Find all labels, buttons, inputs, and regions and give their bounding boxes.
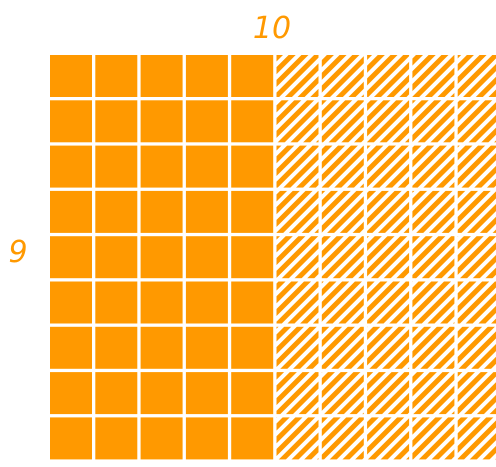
solid-cell — [50, 236, 92, 279]
hatched-cell — [412, 326, 455, 369]
solid-cell — [95, 372, 138, 415]
hatched-cell — [367, 326, 410, 369]
solid-cell — [185, 236, 228, 279]
hatched-cell — [321, 326, 364, 369]
solid-cell — [185, 55, 228, 97]
hatched-cell — [412, 236, 455, 279]
hatched-cell — [321, 190, 364, 233]
solid-cell — [185, 372, 228, 415]
hatched-cell — [276, 145, 319, 188]
hatched-cell — [412, 55, 455, 97]
solid-cell — [50, 326, 92, 369]
hatched-cell — [457, 190, 496, 233]
solid-cell — [140, 145, 183, 188]
solid-cell — [95, 236, 138, 279]
solid-cell — [140, 100, 183, 143]
solid-cell — [95, 326, 138, 369]
solid-cell — [185, 190, 228, 233]
column-count-label: 10 — [253, 11, 291, 46]
solid-cell — [231, 281, 274, 324]
hatched-cell — [457, 55, 496, 97]
hatched-cell — [321, 372, 364, 415]
solid-cell — [140, 372, 183, 415]
solid-cell — [231, 326, 274, 369]
solid-cell — [231, 372, 274, 415]
hatched-cell — [457, 145, 496, 188]
hatched-cell — [321, 100, 364, 143]
solid-cell — [95, 190, 138, 233]
solid-cell — [185, 281, 228, 324]
hatched-cell — [276, 372, 319, 415]
solid-cell — [231, 145, 274, 188]
hatched-cell — [367, 236, 410, 279]
solid-cell — [95, 417, 138, 460]
hatched-cell — [321, 55, 364, 97]
solid-cell — [95, 281, 138, 324]
solid-cell — [185, 145, 228, 188]
solid-cell — [140, 190, 183, 233]
hatched-cell — [321, 236, 364, 279]
solid-cell — [231, 100, 274, 143]
solid-cell — [140, 55, 183, 97]
hatched-cell — [367, 417, 410, 460]
hatched-cell — [412, 417, 455, 460]
solid-cell — [231, 55, 274, 97]
solid-cell — [50, 145, 92, 188]
hatched-cell — [367, 55, 410, 97]
hatched-cell — [276, 236, 319, 279]
hatched-cell — [276, 190, 319, 233]
hatched-cell — [367, 190, 410, 233]
hatched-cell — [276, 55, 319, 97]
hatched-cell — [457, 100, 496, 143]
solid-cell — [140, 281, 183, 324]
solid-cell — [95, 100, 138, 143]
solid-cell — [95, 55, 138, 97]
solid-cell — [185, 417, 228, 460]
solid-cell — [50, 281, 92, 324]
hatched-cell — [276, 417, 319, 460]
hatched-cell — [276, 100, 319, 143]
solid-cell — [140, 326, 183, 369]
hatched-cell — [367, 281, 410, 324]
grid-cells — [50, 55, 496, 460]
solid-cell — [231, 236, 274, 279]
solid-cell — [50, 55, 92, 97]
hatched-cell — [276, 326, 319, 369]
hatched-cell — [412, 372, 455, 415]
solid-cell — [185, 326, 228, 369]
solid-cell — [231, 417, 274, 460]
solid-cell — [50, 190, 92, 233]
hatched-cell — [412, 100, 455, 143]
solid-cell — [140, 417, 183, 460]
hatched-cell — [457, 326, 496, 369]
hatched-cell — [412, 145, 455, 188]
solid-cell — [185, 100, 228, 143]
solid-cell — [231, 190, 274, 233]
hatched-cell — [457, 372, 496, 415]
hatched-cell — [276, 281, 319, 324]
hatched-cell — [412, 281, 455, 324]
hatched-cell — [457, 236, 496, 279]
hatched-cell — [412, 190, 455, 233]
solid-cell — [50, 372, 92, 415]
solid-cell — [50, 100, 92, 143]
hatched-cell — [321, 417, 364, 460]
hatched-cell — [367, 372, 410, 415]
hatched-cell — [457, 417, 496, 460]
solid-cell — [95, 145, 138, 188]
hatched-cell — [367, 100, 410, 143]
solid-cell — [50, 417, 92, 460]
hatched-cell — [367, 145, 410, 188]
solid-cell — [140, 236, 183, 279]
hatched-cell — [321, 281, 364, 324]
row-count-label: 9 — [8, 235, 27, 270]
hatched-cell — [321, 145, 364, 188]
hatched-cell — [457, 281, 496, 324]
